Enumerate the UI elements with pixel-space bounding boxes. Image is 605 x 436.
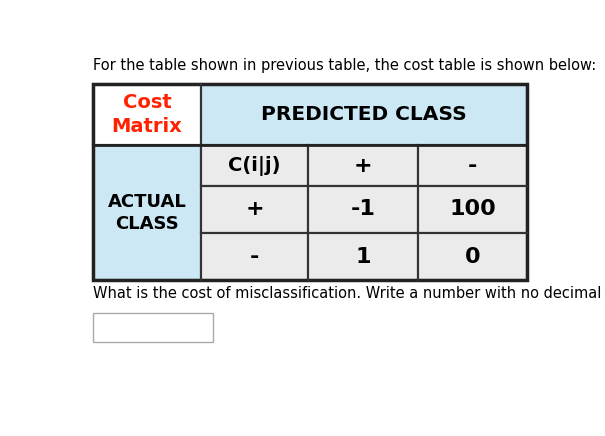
Text: PREDICTED CLASS: PREDICTED CLASS: [261, 105, 467, 124]
Text: +: +: [354, 156, 373, 176]
Text: -: -: [250, 247, 260, 267]
Text: -: -: [468, 156, 477, 176]
Bar: [93, 146, 201, 280]
Bar: [308, 233, 418, 280]
Bar: [93, 313, 213, 342]
Bar: [201, 233, 308, 280]
Text: For the table shown in previous table, the cost table is shown below:: For the table shown in previous table, t…: [93, 58, 596, 74]
Text: 100: 100: [449, 199, 496, 219]
Text: Cost
Matrix: Cost Matrix: [111, 93, 182, 136]
Text: ACTUAL
CLASS: ACTUAL CLASS: [108, 193, 186, 233]
Bar: [93, 84, 201, 146]
Bar: [418, 146, 527, 186]
Text: C(i|j): C(i|j): [229, 156, 281, 176]
Text: What is the cost of misclassification. Write a number with no decimal points: What is the cost of misclassification. W…: [93, 286, 605, 301]
Bar: [418, 233, 527, 280]
Bar: [308, 146, 418, 186]
Bar: [93, 84, 527, 280]
Bar: [308, 186, 418, 233]
Bar: [201, 84, 527, 146]
Bar: [201, 186, 308, 233]
Text: -1: -1: [351, 199, 376, 219]
Text: +: +: [246, 199, 264, 219]
Bar: [201, 146, 308, 186]
Text: 0: 0: [465, 247, 480, 267]
Text: 1: 1: [355, 247, 371, 267]
Bar: [418, 186, 527, 233]
